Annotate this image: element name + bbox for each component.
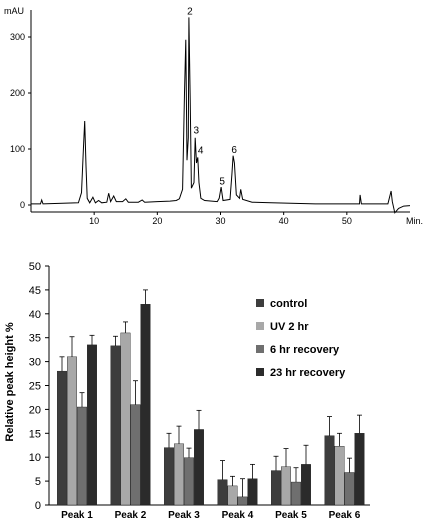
bar — [110, 345, 121, 506]
bar-category-label: Peak 1 — [61, 510, 93, 521]
chromatogram-y-ticks: 0 100 200 300 — [10, 32, 31, 210]
bar-y-tick-label: 30 — [29, 357, 41, 369]
chromatogram-x-tick-label: 50 — [342, 216, 352, 226]
chromatogram-peak-labels: 2 3 4 5 6 — [187, 7, 237, 188]
bar — [174, 443, 184, 506]
bar — [87, 344, 97, 506]
bar-y-tick-label: 40 — [29, 309, 41, 321]
bar — [271, 470, 281, 506]
bar — [354, 433, 365, 506]
bar-y-tick-label: 15 — [29, 428, 41, 440]
bar — [301, 464, 311, 506]
chromatogram-x-tick-label: 30 — [215, 216, 225, 226]
bar-category-label: Peak 5 — [275, 510, 307, 521]
peak-height-bar-chart: Relative peak height % 0 5 10 15 20 25 30 35 40 4… — [4, 261, 370, 521]
bar-y-tick-label: 50 — [29, 261, 41, 273]
bar — [247, 478, 258, 506]
bar-y-tick-label: 35 — [29, 333, 41, 345]
bar — [184, 457, 194, 506]
bar — [344, 472, 355, 506]
chromatogram-y-tick-label: 300 — [10, 32, 25, 42]
chromatogram-x-axis-label: Min. — [406, 216, 423, 226]
chromatogram-y-axis-label: mAU — [4, 6, 24, 16]
chromatogram-y-tick-label: 200 — [10, 88, 25, 98]
legend-swatch — [256, 345, 264, 353]
bar-y-tick-label: 10 — [29, 452, 41, 464]
bar — [140, 304, 151, 506]
bar-category-label: Peak 3 — [168, 510, 200, 521]
bar — [237, 496, 248, 506]
legend-label: UV 2 hr — [270, 321, 309, 333]
legend-label: 23 hr recovery — [270, 367, 346, 379]
chromatogram-peak-label: 5 — [219, 176, 225, 187]
chromatogram-x-tick-label: 40 — [279, 216, 289, 226]
bar — [291, 481, 301, 506]
legend: control UV 2 hr 6 hr recovery 23 hr recover… — [256, 298, 346, 379]
bar-category-label: Peak 2 — [115, 510, 147, 521]
chromatogram-peak-label: 4 — [198, 145, 204, 156]
bar-y-tick-label: 45 — [29, 285, 41, 297]
bar-category-labels: Peak 1 Peak 2 Peak 3 Peak 4 Peak 5 Peak 6 — [61, 510, 361, 521]
chromatogram-y-tick-label: 0 — [20, 200, 25, 210]
bar — [324, 435, 335, 506]
legend-label: 6 hr recovery — [270, 344, 340, 356]
bar — [217, 479, 228, 506]
chromatogram-chart: mAU 0 100 200 300 10 20 30 40 50 Min. 2 3 4 5 6 — [4, 6, 423, 226]
bar-y-tick-label: 20 — [29, 404, 41, 416]
chromatogram-y-tick-label: 100 — [10, 144, 25, 154]
chromatogram-x-tick-label: 10 — [89, 216, 99, 226]
bar — [281, 466, 291, 506]
bar-y-ticks: 0 5 10 15 20 25 30 35 40 45 50 — [29, 261, 49, 512]
bar — [227, 485, 238, 506]
chromatogram-peak-label: 2 — [187, 7, 193, 18]
chromatogram-x-ticks: 10 20 30 40 50 — [89, 212, 352, 226]
bar — [120, 332, 131, 506]
chromatogram-peak-label: 6 — [231, 145, 237, 156]
legend-label: control — [270, 298, 307, 310]
bar — [334, 446, 345, 506]
chromatogram-trace — [31, 17, 411, 214]
bar — [77, 406, 87, 506]
chromatogram-x-tick-label: 20 — [152, 216, 162, 226]
bar — [194, 429, 204, 506]
bar-y-tick-label: 5 — [35, 476, 41, 488]
bar-category-label: Peak 4 — [222, 510, 254, 521]
legend-swatch — [256, 368, 264, 376]
legend-swatch — [256, 322, 264, 330]
bar-y-tick-label: 25 — [29, 381, 41, 393]
bar-category-label: Peak 6 — [329, 510, 361, 521]
bar-y-axis-label: Relative peak height % — [4, 322, 16, 441]
bar — [164, 447, 174, 506]
bar — [67, 356, 77, 506]
chromatogram-peak-label: 3 — [193, 125, 199, 136]
bar — [57, 370, 67, 506]
bar — [130, 404, 141, 506]
bar-y-tick-label: 0 — [35, 500, 41, 512]
bar-groups — [57, 289, 365, 506]
legend-swatch — [256, 299, 264, 307]
